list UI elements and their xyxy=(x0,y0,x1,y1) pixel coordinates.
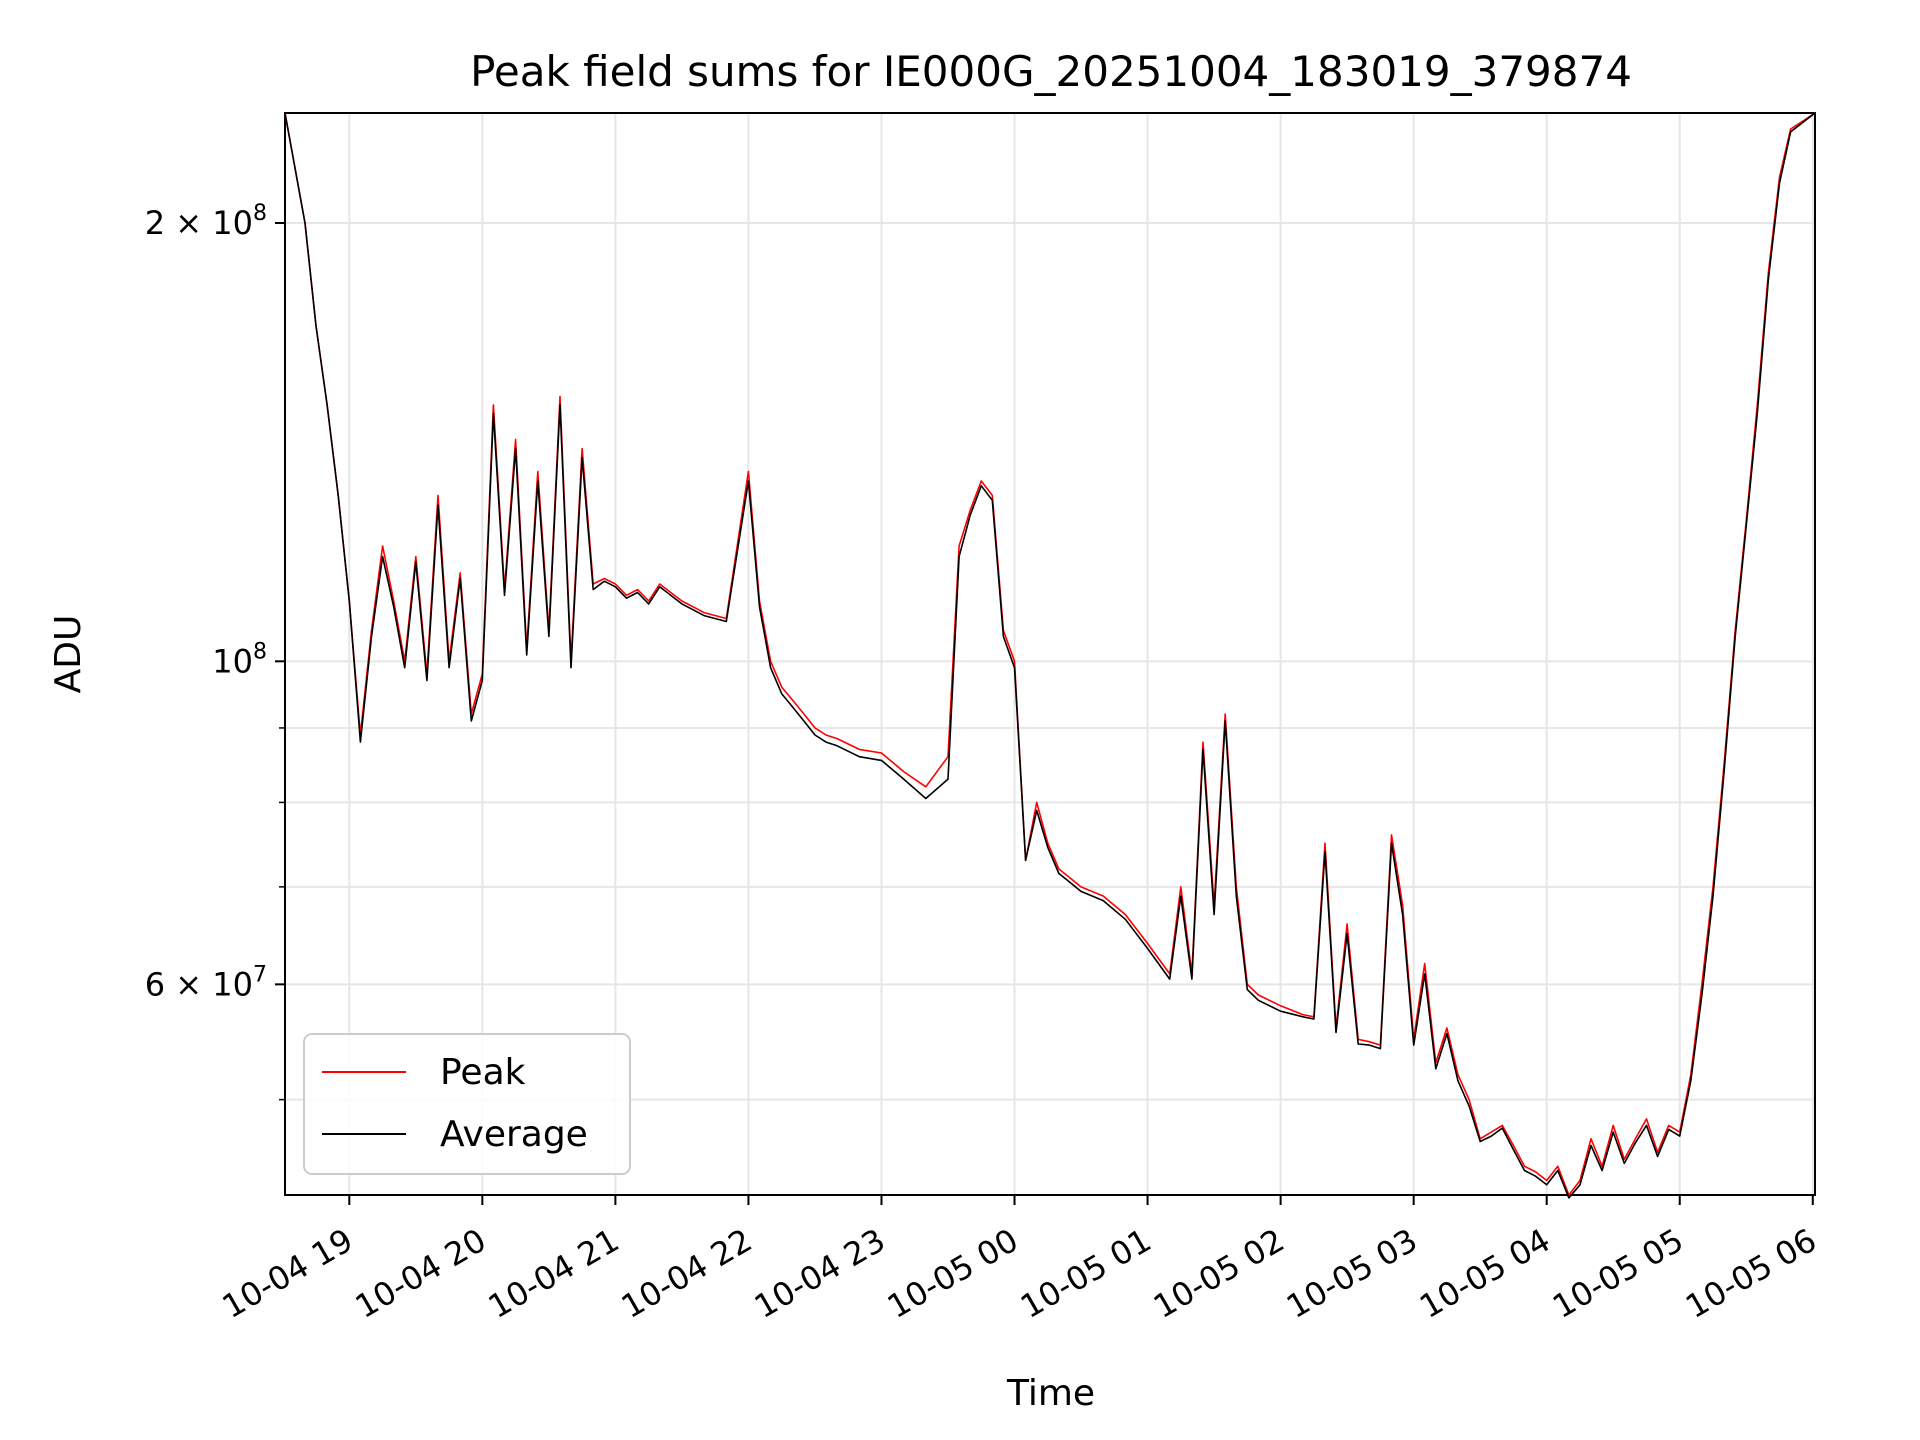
legend-label-peak: Peak xyxy=(440,1052,526,1093)
series-layer xyxy=(284,112,1816,1199)
x-axis-label: Time xyxy=(1006,1373,1095,1414)
plot-frame xyxy=(284,112,1816,1196)
legend-box xyxy=(303,1033,631,1175)
legend-label-average: Average xyxy=(440,1114,588,1155)
chart-title: Peak field sums for IE000G_20251004_1830… xyxy=(470,47,1632,96)
series-line-average xyxy=(284,112,1816,1199)
y-tick-label: 6 × 107 xyxy=(145,962,267,1003)
legend: Peak Average xyxy=(303,1033,631,1175)
y-tick-label: 108 xyxy=(212,639,267,680)
y-axis-label: ADU xyxy=(48,615,89,694)
y-axis: 2 × 108 108 6 × 107 xyxy=(145,201,285,1101)
grid-lines xyxy=(285,113,1815,1195)
y-tick-label: 2 × 108 xyxy=(145,201,267,242)
